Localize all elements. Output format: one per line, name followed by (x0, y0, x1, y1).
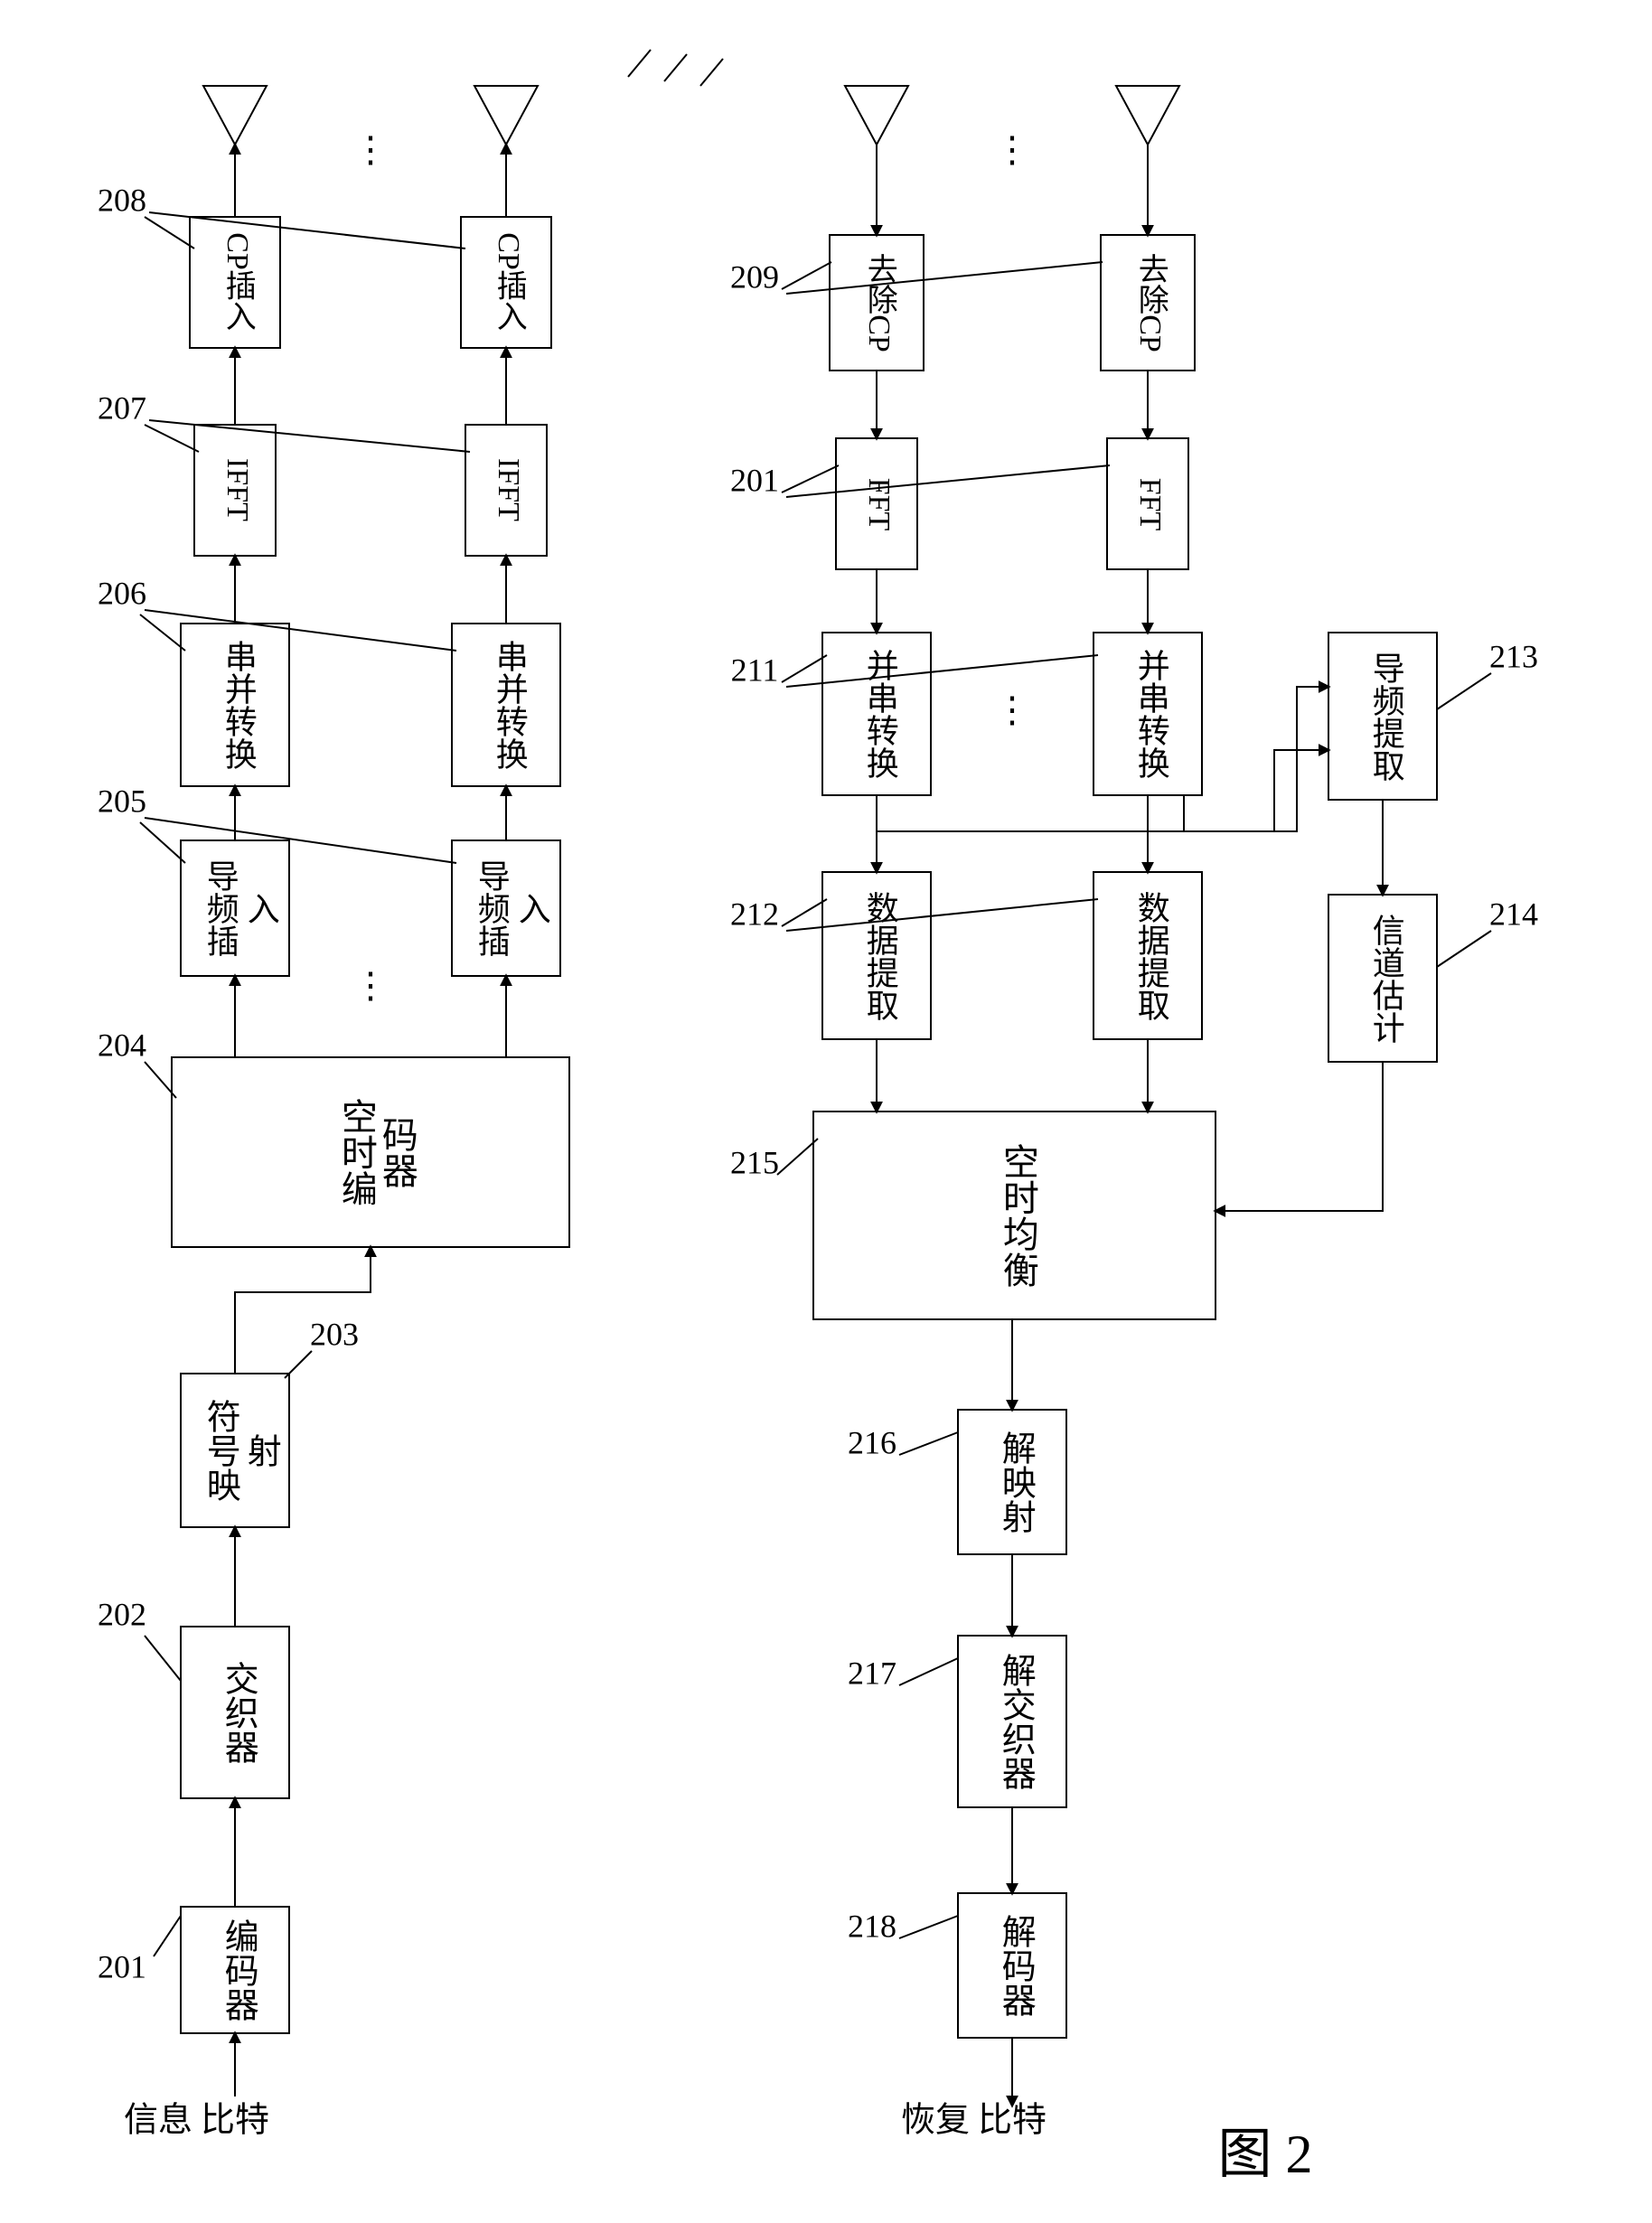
id-209: 209 (730, 258, 779, 295)
label-pilot-insert-a1: 导频插 (202, 859, 239, 957)
id-216: 216 (848, 1424, 896, 1460)
vdots-tx-ant: ⋮ (352, 129, 389, 170)
leader-208a (145, 217, 194, 249)
leader-209a (782, 262, 831, 289)
label-interleaver: 交织器 (219, 1661, 258, 1764)
leader-211a (782, 655, 827, 682)
label-chan-est: 信道估计 (1368, 914, 1405, 1044)
id-210: 201 (730, 462, 779, 498)
label-sp-b: 串并转换 (492, 640, 528, 770)
leader-208b (149, 212, 465, 249)
id-212: 212 (730, 896, 779, 932)
wire-214-215 (1216, 1062, 1383, 1211)
leader-206a (140, 614, 185, 651)
id-201: 201 (98, 1948, 146, 1984)
wire-211a-213 (877, 750, 1328, 831)
id-206: 206 (98, 575, 146, 611)
label-deinter: 解交织器 (996, 1653, 1035, 1790)
label-fft-a: FFT (862, 478, 896, 531)
leader-217 (899, 1658, 958, 1685)
leader-212b (786, 899, 1098, 931)
label-rmcp-a: 去除CP (862, 253, 896, 352)
vdots-rx-211: ⋮ (994, 689, 1030, 730)
leader-207b (149, 420, 470, 452)
leader-201 (154, 1916, 181, 1956)
tx-input-label-2: 比特 (201, 2102, 269, 2140)
label-st-eq: 空时均衡 (998, 1143, 1038, 1288)
label-ifft-b: IFFT (492, 458, 525, 521)
antenna-rx-b (1116, 86, 1179, 145)
label-ifft-a: IFFT (221, 458, 254, 521)
id-217: 217 (848, 1655, 896, 1691)
label-data-extract-b: 数据提取 (1133, 891, 1169, 1021)
rx-output-label-1: 恢复 (901, 2102, 970, 2140)
radio-waves-icon (628, 50, 723, 86)
leader-207a (145, 425, 199, 452)
label-symbol-map-2: 射 (241, 1433, 280, 1468)
label-pilot-insert-b2: 入 (514, 892, 550, 924)
label-st-encoder-2: 码器 (377, 1116, 418, 1188)
antenna-tx-b (474, 86, 538, 145)
vdots-rx-ant: ⋮ (994, 129, 1030, 170)
label-rmcp-b: 去除CP (1133, 253, 1168, 352)
label-encoder: 编码器 (219, 1918, 258, 2021)
label-pilot-insert-a2: 入 (243, 892, 279, 924)
wire-203-204 (235, 1247, 371, 1374)
antenna-rx-a (845, 86, 908, 145)
leader-212a (782, 899, 827, 926)
label-demap: 解映射 (996, 1430, 1035, 1534)
id-215: 215 (730, 1144, 779, 1180)
label-st-encoder-1: 空时编 (336, 1098, 377, 1206)
label-pilot-insert-b1: 导频插 (474, 859, 510, 957)
leader-203 (285, 1351, 312, 1378)
id-202: 202 (98, 1596, 146, 1632)
figure-label: 图 2 (1218, 2125, 1313, 2184)
id-208: 208 (98, 182, 146, 218)
label-decoder: 解码器 (996, 1914, 1035, 2017)
label-pilot-extract: 导频提取 (1368, 652, 1404, 782)
label-ps-a: 并串转换 (862, 649, 898, 779)
leader-213 (1437, 673, 1491, 709)
leader-210b (786, 465, 1110, 497)
leader-215 (777, 1139, 818, 1175)
label-cp-b: CP插入 (492, 232, 526, 332)
wire-211b-213 (1184, 687, 1328, 831)
leader-206b (145, 610, 456, 651)
label-cp-a: CP插入 (221, 232, 255, 332)
id-204: 204 (98, 1027, 146, 1063)
id-214: 214 (1489, 896, 1538, 932)
leader-202 (145, 1636, 181, 1681)
id-218: 218 (848, 1908, 896, 1944)
antenna-tx-a (203, 86, 267, 145)
label-symbol-map-1: 符号映 (201, 1399, 239, 1502)
leader-205a (140, 822, 185, 863)
tx-input-label-1: 信息 (124, 2102, 192, 2140)
leader-211b (786, 655, 1098, 687)
id-203: 203 (310, 1316, 359, 1352)
id-205: 205 (98, 783, 146, 819)
id-211: 211 (731, 652, 779, 688)
rx-output-label-2: 比特 (978, 2102, 1047, 2140)
label-fft-b: FFT (1133, 478, 1167, 531)
leader-209b (786, 262, 1103, 294)
leader-218 (899, 1916, 958, 1938)
leader-214 (1437, 931, 1491, 967)
leader-216 (899, 1432, 958, 1455)
label-data-extract-a: 数据提取 (862, 891, 898, 1021)
label-sp-a: 串并转换 (221, 640, 257, 770)
vdots-tx-204out: ⋮ (352, 965, 389, 1006)
label-ps-b: 并串转换 (1133, 649, 1169, 779)
id-207: 207 (98, 389, 146, 426)
id-213: 213 (1489, 638, 1538, 674)
leader-210a (782, 465, 839, 492)
